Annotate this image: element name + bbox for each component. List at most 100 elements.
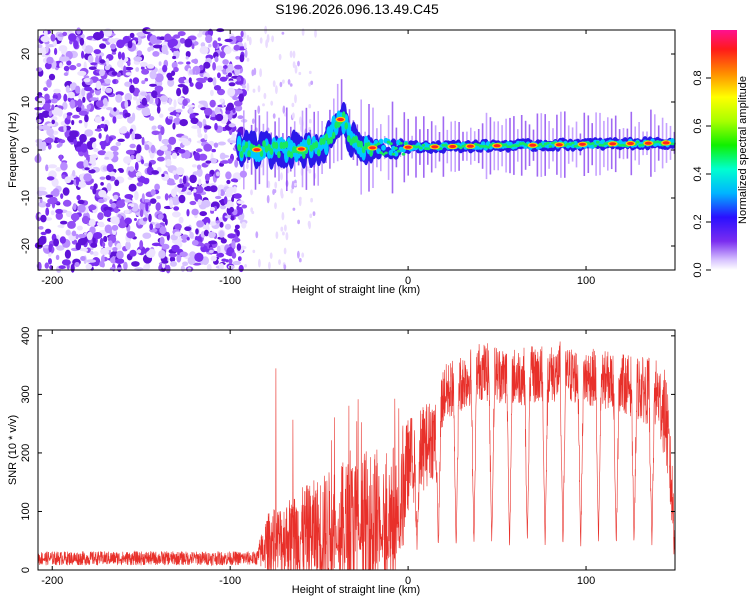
noise-speck bbox=[233, 193, 242, 199]
noise-speck bbox=[142, 232, 152, 239]
noise-speck bbox=[76, 63, 82, 67]
noise-speck bbox=[112, 247, 118, 252]
noise-speck bbox=[159, 145, 168, 151]
x-tick-label: 100 bbox=[577, 575, 595, 587]
noise-speck bbox=[159, 113, 164, 118]
noise-speck bbox=[186, 236, 190, 241]
ridge-blob bbox=[381, 144, 386, 151]
noise-speck bbox=[48, 243, 52, 253]
noise-speck bbox=[219, 221, 224, 228]
noise-speck bbox=[90, 186, 94, 190]
noise-speck bbox=[104, 209, 112, 218]
noise-speck bbox=[76, 194, 81, 201]
noise-speck bbox=[206, 264, 212, 271]
noise-speck bbox=[187, 256, 196, 265]
noise-speck bbox=[108, 240, 113, 248]
noise-speck bbox=[40, 35, 50, 43]
noise-speck bbox=[84, 86, 93, 92]
noise-speck bbox=[167, 77, 174, 81]
ridge-hotspot-core bbox=[609, 142, 617, 146]
transition-speck bbox=[308, 118, 312, 124]
noise-speck bbox=[135, 171, 142, 177]
noise-speck bbox=[104, 64, 111, 71]
noise-speck bbox=[139, 201, 146, 212]
noise-speck bbox=[114, 179, 120, 187]
noise-speck bbox=[192, 164, 197, 168]
noise-speck bbox=[173, 99, 177, 109]
noise-speck bbox=[132, 77, 140, 85]
transition-speck bbox=[283, 264, 287, 270]
noise-speck bbox=[228, 123, 236, 128]
noise-speck bbox=[88, 204, 97, 211]
noise-speck bbox=[124, 81, 132, 87]
noise-speck bbox=[128, 183, 137, 192]
ridge-blob bbox=[344, 122, 349, 130]
noise-speck bbox=[37, 186, 47, 191]
ridge-hotspot-core bbox=[529, 143, 537, 147]
noise-speck bbox=[102, 242, 106, 248]
noise-speck bbox=[135, 153, 141, 162]
noise-speck bbox=[209, 109, 213, 115]
ridge-blob bbox=[277, 151, 281, 159]
noise-speck bbox=[208, 249, 214, 254]
noise-speck bbox=[140, 91, 148, 96]
transition-speck bbox=[310, 197, 313, 203]
ridge-blob bbox=[516, 144, 520, 148]
noise-speck bbox=[57, 224, 65, 228]
noise-speck bbox=[184, 38, 193, 48]
noise-speck bbox=[105, 175, 112, 181]
noise-speck bbox=[208, 43, 212, 48]
noise-speck bbox=[55, 167, 62, 172]
ridge-blob bbox=[391, 145, 396, 152]
noise-speck bbox=[209, 99, 216, 108]
noise-speck bbox=[166, 182, 176, 186]
noise-speck bbox=[115, 258, 125, 265]
noise-speck bbox=[139, 61, 148, 67]
transition-speck bbox=[255, 231, 259, 239]
ridge-blob bbox=[376, 142, 381, 146]
ridge-blob bbox=[329, 136, 334, 144]
noise-speck bbox=[72, 203, 77, 211]
noise-speck bbox=[101, 116, 105, 122]
noise-speck bbox=[205, 34, 213, 44]
noise-speck bbox=[153, 39, 163, 44]
transition-speck bbox=[292, 50, 296, 59]
noise-speck bbox=[116, 72, 122, 78]
noise-speck bbox=[115, 114, 124, 120]
transition-speck bbox=[246, 82, 250, 92]
noise-speck bbox=[81, 50, 85, 59]
noise-speck bbox=[223, 65, 228, 69]
noise-speck bbox=[86, 259, 97, 263]
transition-speck bbox=[251, 118, 255, 124]
noise-speck bbox=[193, 58, 199, 65]
noise-speck bbox=[219, 51, 226, 59]
noise-speck bbox=[226, 179, 231, 185]
noise-speck bbox=[174, 231, 182, 237]
transition-speck bbox=[280, 172, 283, 181]
noise-speck bbox=[203, 61, 211, 69]
noise-speck bbox=[63, 72, 69, 76]
noise-speck bbox=[172, 201, 178, 206]
ridge-blob bbox=[317, 149, 321, 157]
ridge-blob bbox=[269, 147, 274, 156]
noise-speck bbox=[90, 242, 98, 248]
y-tick-label: 100 bbox=[20, 502, 32, 520]
noise-speck bbox=[177, 31, 186, 37]
noise-speck bbox=[94, 128, 103, 132]
noise-speck bbox=[77, 98, 82, 108]
noise-speck bbox=[84, 129, 94, 137]
snr-x-ticks: -200 -100 0 100 bbox=[41, 330, 595, 587]
noise-speck bbox=[60, 220, 68, 225]
transition-speck bbox=[281, 31, 285, 35]
noise-speck bbox=[164, 193, 169, 201]
noise-speck bbox=[215, 171, 221, 177]
noise-speck bbox=[135, 67, 140, 72]
noise-speck bbox=[104, 224, 113, 234]
noise-speck bbox=[125, 241, 131, 250]
noise-speck bbox=[124, 112, 131, 118]
noise-speck bbox=[167, 78, 175, 87]
noise-speck bbox=[219, 205, 227, 210]
noise-speck bbox=[44, 137, 54, 144]
noise-speck bbox=[161, 44, 168, 55]
noise-speck bbox=[219, 160, 229, 164]
